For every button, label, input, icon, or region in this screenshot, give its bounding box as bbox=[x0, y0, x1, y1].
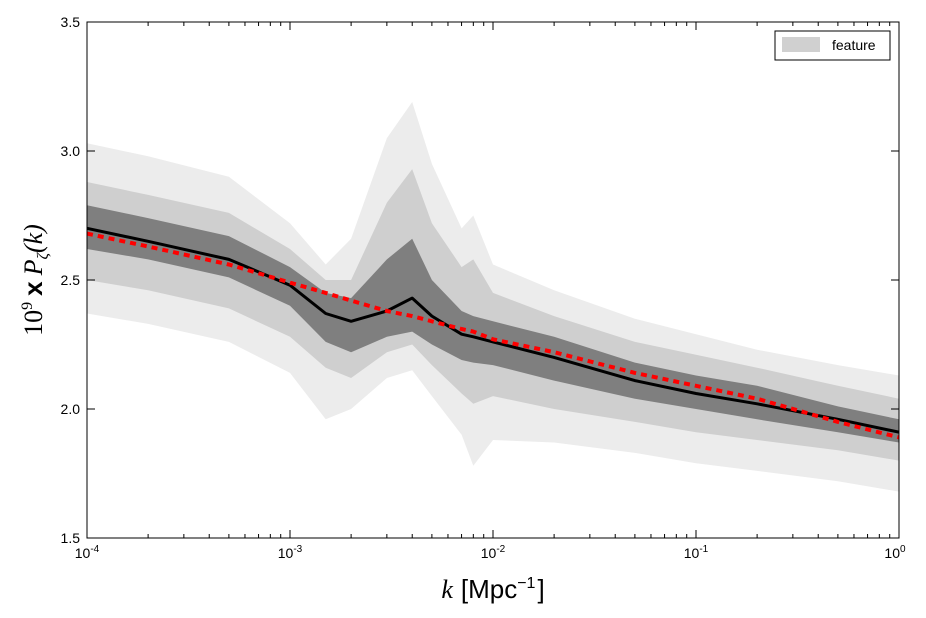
y-tick-label: 3.5 bbox=[61, 14, 81, 30]
legend-label: feature bbox=[832, 37, 876, 53]
x-tick-label: 10-1 bbox=[684, 544, 709, 561]
series-power-law bbox=[87, 231, 899, 440]
band-1-sigma-band bbox=[87, 205, 899, 443]
x-tick-label: 10-4 bbox=[75, 544, 100, 561]
lines-group bbox=[87, 226, 899, 440]
y-tick-label: 1.5 bbox=[61, 530, 81, 546]
y-axis-label: 109xPζ(k) bbox=[18, 224, 52, 336]
x-axis-label: k [Mpc−1] bbox=[441, 574, 544, 604]
ticks-group bbox=[86, 21, 900, 539]
legend-swatch bbox=[782, 37, 820, 52]
y-tick-label: 2.5 bbox=[61, 272, 81, 288]
legend: feature bbox=[774, 30, 891, 61]
y-tick-label: 2.0 bbox=[61, 401, 81, 417]
x-tick-label: 100 bbox=[884, 544, 906, 561]
x-tick-label: 10-3 bbox=[278, 544, 303, 561]
y-tick-label: 3.0 bbox=[61, 143, 81, 159]
x-tick-label: 10-2 bbox=[481, 544, 506, 561]
